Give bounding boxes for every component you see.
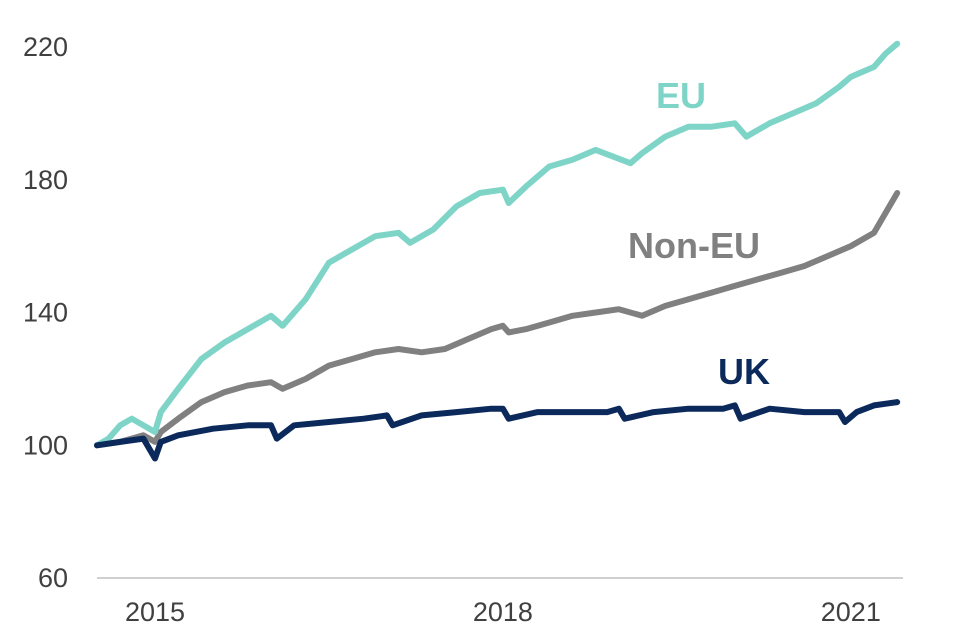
x-tick-label-2018: 2018 [473, 597, 533, 627]
series-label-non-eu: Non-EU [628, 225, 760, 266]
y-tick-label-140: 140 [23, 298, 68, 328]
y-tick-label-100: 100 [23, 430, 68, 460]
series-label-eu: EU [656, 75, 706, 116]
x-tick-label-2021: 2021 [821, 597, 881, 627]
y-tick-label-220: 220 [23, 32, 68, 62]
series-line-eu [94, 40, 901, 449]
y-tick-label-180: 180 [23, 165, 68, 195]
series-line-uk [94, 399, 901, 462]
y-axis-ticks: 60 100 140 180 220 [23, 32, 68, 593]
series-lines [94, 40, 901, 462]
x-axis-ticks: 2015 2018 2021 [125, 597, 881, 627]
series-label-uk: UK [718, 351, 770, 392]
y-tick-label-60: 60 [38, 563, 68, 593]
series-line-non-eu [94, 190, 901, 449]
x-tick-label-2015: 2015 [125, 597, 185, 627]
